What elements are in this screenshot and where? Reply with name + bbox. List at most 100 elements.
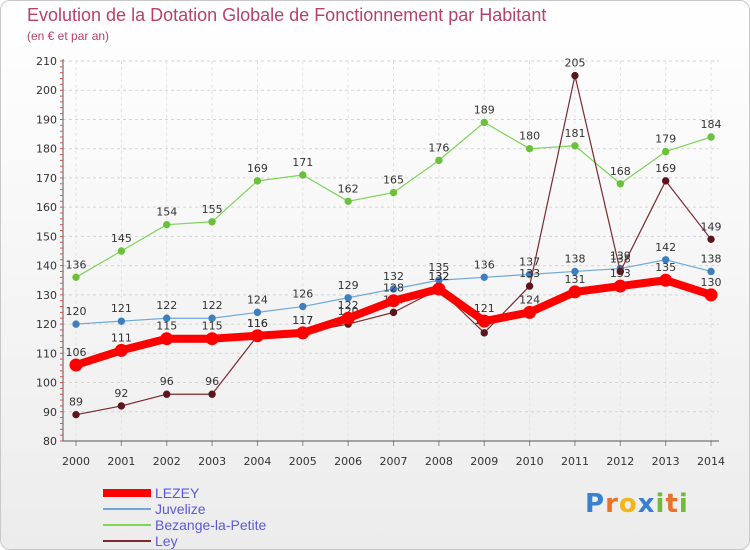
data-label: 169 (247, 162, 268, 175)
x-tick-label: 2010 (516, 455, 544, 468)
data-point (72, 320, 80, 328)
y-tick-label: 130 (36, 289, 57, 302)
y-tick-label: 140 (36, 260, 57, 273)
data-point (571, 142, 579, 150)
data-point (296, 326, 310, 340)
data-point (480, 329, 488, 337)
data-label: 154 (156, 206, 177, 219)
y-tick-label: 120 (36, 318, 57, 331)
data-label: 137 (519, 255, 540, 268)
data-label: 136 (66, 258, 87, 271)
legend-item: Juvelize (103, 501, 343, 517)
data-label: 176 (428, 141, 449, 154)
data-point (163, 390, 171, 398)
logo-letter: i (678, 489, 689, 519)
data-point (344, 197, 352, 206)
data-label: 132 (428, 270, 449, 283)
series-bezange-la-petite: 136 145 154 155 169 171 162 165 176 189 180 181 168 1… (66, 103, 722, 282)
data-label: 149 (701, 220, 722, 233)
x-tick-label: 2008 (425, 455, 453, 468)
legend-item: LEZEY (103, 485, 343, 501)
data-label: 116 (247, 317, 268, 330)
data-label: 171 (292, 156, 313, 169)
data-point (661, 177, 670, 185)
legend-label: Bezange-la-Petite (155, 517, 267, 533)
data-label: 116 (247, 317, 268, 330)
data-point (389, 308, 398, 317)
data-label: 180 (519, 130, 540, 143)
data-point (299, 171, 307, 179)
data-point (389, 285, 398, 293)
data-point (208, 218, 216, 226)
data-point (661, 256, 670, 264)
legend-swatch (103, 540, 151, 542)
data-point (616, 180, 625, 188)
chart-title: Evolution de la Dotation Globale de Fonc… (27, 5, 547, 25)
data-label: 130 (701, 276, 722, 289)
data-label: 106 (66, 346, 87, 359)
data-point (568, 285, 582, 299)
y-tick-label: 150 (36, 230, 57, 243)
legend: LEZEY Juvelize Bezange-la-Petite Ley (103, 485, 343, 549)
data-point (707, 235, 715, 244)
y-tick-label: 160 (36, 201, 57, 214)
data-point (571, 267, 579, 276)
data-point (205, 332, 219, 346)
y-tick-label: 80 (43, 435, 57, 448)
data-point (523, 305, 537, 319)
data-label: 115 (202, 320, 223, 333)
data-label: 129 (338, 279, 359, 292)
data-point (387, 294, 401, 308)
data-label: 145 (111, 232, 132, 245)
data-label: 132 (383, 270, 404, 283)
data-label: 117 (292, 314, 313, 327)
data-point (69, 358, 83, 372)
data-point (389, 188, 398, 197)
data-label: 133 (610, 267, 631, 280)
data-label: 135 (428, 261, 449, 274)
data-label: 92 (114, 387, 128, 400)
data-point (208, 314, 216, 322)
data-label: 135 (655, 261, 676, 274)
data-point (117, 317, 126, 325)
data-point (160, 332, 174, 346)
logo-letter: t (665, 489, 679, 519)
data-point (525, 144, 534, 153)
legend-item: Ley (103, 533, 343, 549)
data-label: 155 (202, 203, 223, 216)
data-label: 128 (383, 282, 404, 295)
data-label: 124 (247, 293, 268, 306)
data-point (616, 267, 625, 276)
data-label: 138 (564, 252, 585, 265)
data-point (613, 279, 627, 293)
data-label: 184 (701, 118, 722, 131)
data-label: 126 (292, 288, 313, 301)
data-label: 181 (564, 127, 585, 140)
x-tick-label: 2002 (153, 455, 181, 468)
data-point (480, 273, 488, 282)
data-point (344, 294, 352, 302)
x-tick-label: 2004 (243, 455, 271, 468)
data-point (707, 133, 715, 141)
y-tick-label: 110 (36, 347, 57, 360)
data-label: 89 (69, 396, 83, 409)
legend-swatch (103, 489, 151, 497)
data-point (480, 118, 488, 127)
data-label: 131 (564, 273, 585, 286)
data-label: 121 (474, 302, 495, 315)
data-label: 115 (156, 320, 177, 333)
x-tick-label: 2009 (470, 455, 498, 468)
data-label: 136 (474, 258, 495, 271)
data-point (299, 302, 307, 311)
data-point (208, 390, 216, 398)
data-point (253, 177, 262, 185)
logo-letter: P (585, 489, 606, 519)
x-tick-label: 2000 (62, 455, 90, 468)
legend-label: LEZEY (155, 485, 200, 501)
y-tick-label: 90 (43, 406, 57, 419)
data-label: 142 (655, 241, 676, 254)
data-label: 96 (205, 375, 219, 388)
logo-letter: r (605, 489, 619, 519)
